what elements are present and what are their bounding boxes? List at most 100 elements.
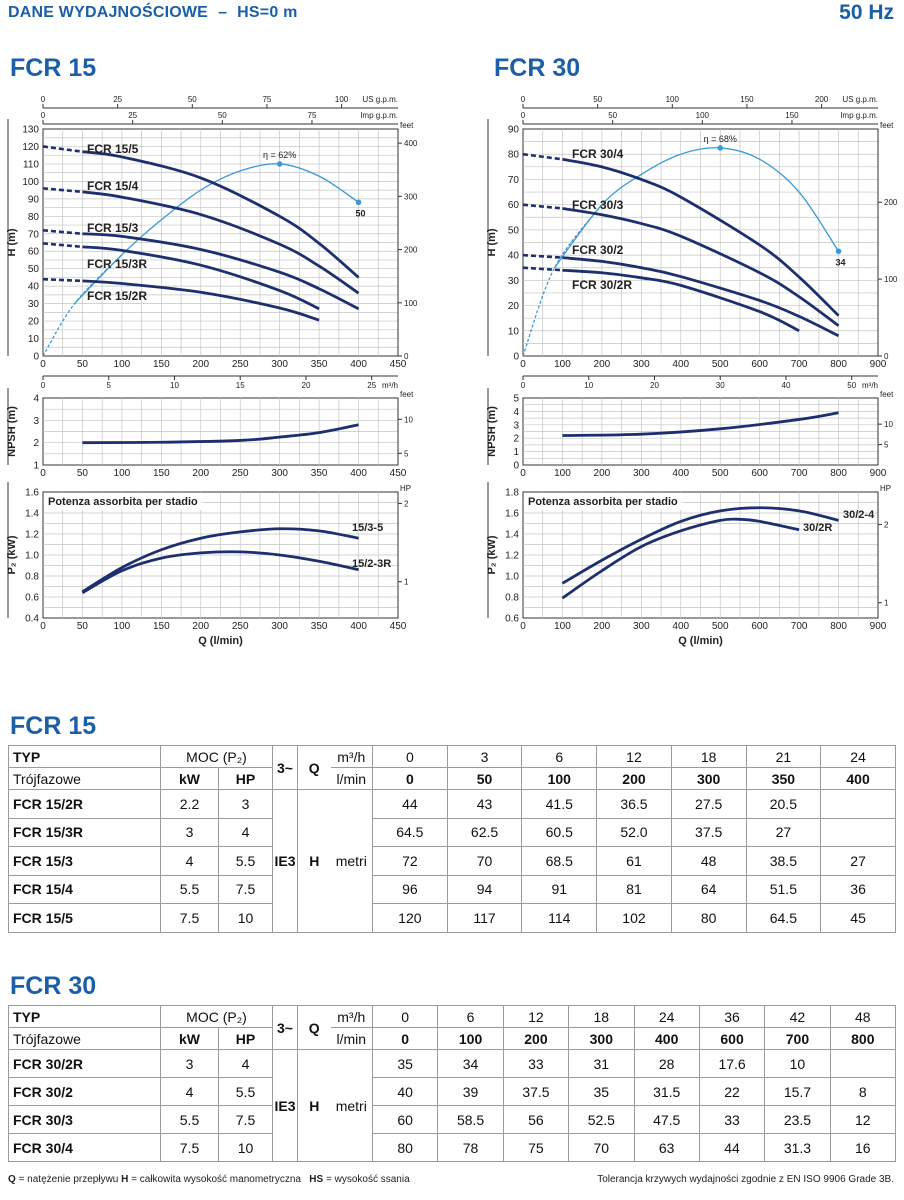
imp-axis-unit: Imp g.p.m. xyxy=(360,111,398,120)
head-value: 62.5 xyxy=(446,817,523,847)
pump-curve-dashed xyxy=(42,242,83,249)
right-tick-label: 1 xyxy=(404,578,409,587)
pump-model: FCR 30/4 xyxy=(8,1133,161,1162)
curve-label: 30/2R xyxy=(803,522,832,534)
y-tick-label: 0.8 xyxy=(25,572,39,583)
y-tick-label: 2 xyxy=(33,438,39,449)
q-m3h-value: 21 xyxy=(745,745,822,768)
right-axis-unit: feet xyxy=(880,390,894,399)
q-lmin-value: 400 xyxy=(820,767,896,790)
x-tick-label: 150 xyxy=(153,359,170,370)
power-kw: 4 xyxy=(160,846,219,876)
pump-curve xyxy=(82,232,360,311)
x-tick-label: 100 xyxy=(114,621,131,632)
power-hp: 10 xyxy=(218,1133,273,1162)
imp-tick-label: 0 xyxy=(41,111,46,120)
pump-curve xyxy=(562,157,840,317)
efficiency-curve xyxy=(74,163,359,305)
curve-label: 30/2-4 xyxy=(843,509,875,521)
m3h-tick-label: 20 xyxy=(650,381,659,390)
y-tick-label: 0 xyxy=(33,352,39,363)
right-tick-label: 5 xyxy=(404,449,409,458)
q-m3h-value: 3 xyxy=(446,745,523,768)
curve-label: FCR 15/2R xyxy=(87,289,147,303)
header-hs: HS=0 m xyxy=(237,4,298,21)
section-title-fcr30: FCR 30 xyxy=(494,54,581,82)
y-axis-label: H (m) xyxy=(6,228,18,256)
us-tick-label: 0 xyxy=(41,95,46,104)
y-tick-label: 100 xyxy=(22,177,39,188)
pump-curve-dashed xyxy=(522,152,563,161)
us-tick-label: 100 xyxy=(666,95,680,104)
pump-model: FCR 15/4 xyxy=(8,874,161,904)
q-lmin-value: 100 xyxy=(437,1027,504,1050)
right-tick-label: 200 xyxy=(404,246,418,255)
q-m3h-value: 18 xyxy=(670,745,747,768)
x-tick-label: 50 xyxy=(77,468,89,479)
y-tick-label: 40 xyxy=(28,282,40,293)
x-tick-label: 700 xyxy=(791,621,808,632)
pump-curve-dashed xyxy=(522,266,563,272)
head-value: 36 xyxy=(820,874,896,904)
head-value: 27 xyxy=(745,817,822,847)
efficiency-peak-marker xyxy=(276,161,283,167)
head-value: 47.5 xyxy=(633,1105,700,1134)
y-tick-label: 0 xyxy=(513,352,519,363)
head-value: 35 xyxy=(568,1077,635,1106)
x-tick-label: 700 xyxy=(791,359,808,370)
power-kw: 7.5 xyxy=(160,1133,219,1162)
q-m3h-value: 42 xyxy=(764,1005,831,1028)
pump-curve-dashed xyxy=(42,187,83,194)
y-tick-label: 5 xyxy=(513,394,519,405)
head-value: 16 xyxy=(829,1133,897,1162)
header-title: DANE WYDAJNOŚCIOWE xyxy=(8,4,209,21)
right-tick-label: 2 xyxy=(404,499,409,508)
curve-label: FCR 15/4 xyxy=(87,179,139,193)
head-value: 39 xyxy=(437,1077,504,1106)
moc-header: MOC (P₂) xyxy=(160,745,273,768)
right-tick-label: 100 xyxy=(884,275,898,284)
power-kw: 4 xyxy=(160,1077,219,1106)
x-tick-label: 900 xyxy=(870,359,887,370)
q-lmin-value: 300 xyxy=(670,767,747,790)
x-tick-label: 350 xyxy=(311,621,328,632)
head-value: 60.5 xyxy=(521,817,598,847)
head-value: 61 xyxy=(596,846,672,876)
curve-label: FCR 30/2 xyxy=(572,243,624,257)
pump-curve xyxy=(82,245,320,311)
x-tick-label: 400 xyxy=(350,621,367,632)
right-tick-label: 10 xyxy=(884,420,893,429)
head-value: 41.5 xyxy=(521,789,598,819)
x-tick-label: 500 xyxy=(712,468,729,479)
y-tick-label: 2 xyxy=(513,434,519,445)
x-tick-label: 800 xyxy=(830,621,847,632)
efficiency-class: IE3 xyxy=(272,1049,298,1162)
lmin-header: l/min xyxy=(330,767,373,790)
h-label: H xyxy=(297,1049,331,1162)
x-tick-label: 0 xyxy=(520,359,526,370)
head-value: 64.5 xyxy=(372,817,448,847)
table-row: FCR 30/4 7.5 10 80 78 75 70 63 44 31.3 16 xyxy=(8,1133,897,1162)
h-symbol: H xyxy=(121,1174,129,1185)
y-tick-label: 10 xyxy=(508,326,520,337)
power-kw: 2.2 xyxy=(160,789,219,819)
q-m3h-value: 24 xyxy=(820,745,896,768)
x-tick-label: 300 xyxy=(633,621,650,632)
section-title-fcr15: FCR 15 xyxy=(10,54,97,82)
trojfazowe-label: Trójfazowe xyxy=(8,767,161,790)
pump-curve-dashed xyxy=(42,277,83,283)
right-tick-label: 1 xyxy=(884,599,889,608)
head-value: 68.5 xyxy=(521,846,598,876)
y-tick-label: 50 xyxy=(508,225,520,236)
m3h-header: m³/h xyxy=(330,1005,373,1028)
q-lmin-value: 350 xyxy=(745,767,822,790)
q-lmin-value: 200 xyxy=(596,767,672,790)
pump-model: FCR 30/3 xyxy=(8,1105,161,1134)
x-tick-label: 200 xyxy=(594,359,611,370)
x-tick-label: 400 xyxy=(350,359,367,370)
typ-header: TYP xyxy=(8,745,161,768)
pump-curve xyxy=(562,411,839,437)
q-lmin-value: 600 xyxy=(698,1027,766,1050)
